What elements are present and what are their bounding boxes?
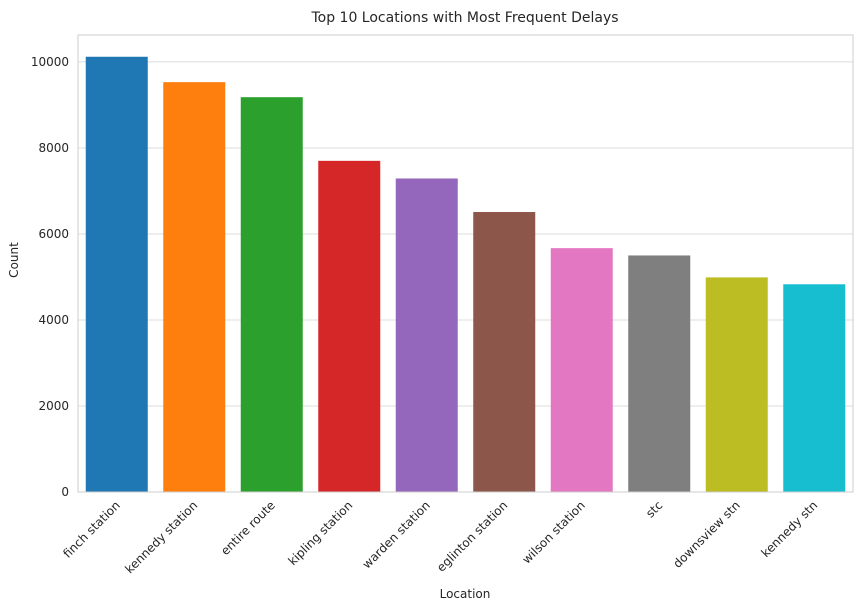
chart-title: Top 10 Locations with Most Frequent Dela… xyxy=(310,10,618,26)
y-tick-label: 6000 xyxy=(38,227,69,241)
x-tick-label: stc xyxy=(643,498,665,520)
y-axis-label: Count xyxy=(7,242,21,278)
x-tick-label: kennedy station xyxy=(122,498,200,576)
x-tick-labels: finch station kennedy station entire route… xyxy=(60,498,820,576)
bar-wilson-station xyxy=(550,248,613,492)
bar-warden-station xyxy=(395,178,458,492)
y-tick-labels: 0 2000 4000 6000 8000 10000 xyxy=(31,55,69,499)
x-tick-label: downsview stn xyxy=(670,498,743,571)
y-tick-label: 0 xyxy=(61,485,69,499)
x-tick-label: kennedy stn xyxy=(758,498,820,560)
y-tick-label: 8000 xyxy=(38,141,69,155)
bar-finch-station xyxy=(85,56,148,493)
bar-kipling-station xyxy=(318,160,381,492)
bar-downsview-stn xyxy=(705,277,768,492)
bar-kennedy-stn xyxy=(783,284,846,492)
bar-eglinton-station xyxy=(473,212,536,492)
x-tick-label: entire route xyxy=(218,498,278,558)
plot-frame xyxy=(77,34,854,493)
bar-entire-route xyxy=(240,97,303,493)
x-tick-label: warden station xyxy=(360,498,433,571)
x-tick-label: wilson station xyxy=(519,498,587,566)
y-tick-label: 2000 xyxy=(38,399,69,413)
x-tick-label: kipling station xyxy=(285,498,355,568)
bar-kennedy-station xyxy=(163,82,226,492)
y-tick-label: 10000 xyxy=(31,55,69,69)
y-tick-label: 4000 xyxy=(38,313,69,327)
x-tick-label: finch station xyxy=(60,498,123,561)
bar-stc xyxy=(628,255,691,492)
bars xyxy=(85,56,846,493)
x-tick-label: eglinton station xyxy=(434,498,510,574)
x-axis-label: Location xyxy=(440,587,491,601)
